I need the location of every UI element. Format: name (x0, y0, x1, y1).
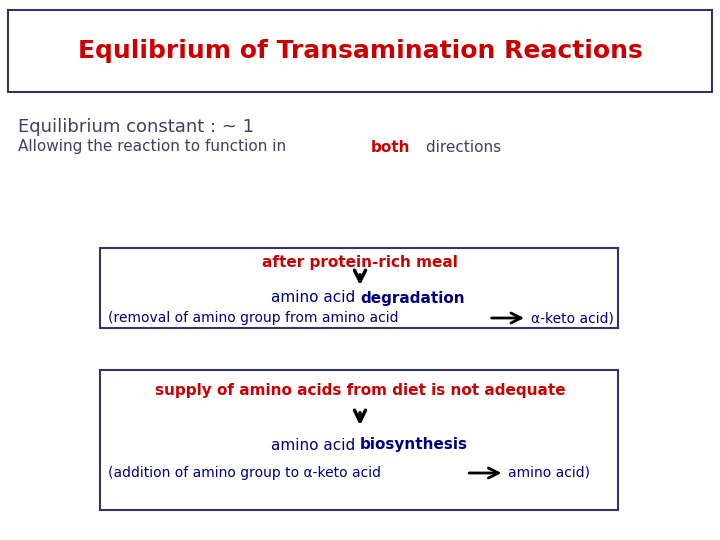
Text: amino acid): amino acid) (508, 466, 590, 480)
Text: α-keto acid): α-keto acid) (531, 311, 613, 325)
Text: after protein-rich meal: after protein-rich meal (262, 254, 458, 269)
FancyBboxPatch shape (100, 248, 618, 328)
Text: directions: directions (421, 139, 501, 154)
Text: biosynthesis: biosynthesis (360, 437, 468, 453)
FancyBboxPatch shape (8, 10, 712, 92)
Text: amino acid: amino acid (271, 437, 360, 453)
Text: both: both (370, 139, 410, 154)
Text: Equlibrium of Transamination Reactions: Equlibrium of Transamination Reactions (78, 39, 642, 63)
Text: (addition of amino group to α-keto acid: (addition of amino group to α-keto acid (108, 466, 381, 480)
Text: degradation: degradation (360, 291, 464, 306)
Text: (removal of amino group from amino acid: (removal of amino group from amino acid (108, 311, 398, 325)
Text: Allowing the reaction to function in: Allowing the reaction to function in (18, 139, 291, 154)
Text: amino acid: amino acid (271, 291, 360, 306)
FancyBboxPatch shape (100, 370, 618, 510)
Text: supply of amino acids from diet is not adequate: supply of amino acids from diet is not a… (155, 382, 565, 397)
Text: Equilibrium constant : ~ 1: Equilibrium constant : ~ 1 (18, 118, 254, 136)
